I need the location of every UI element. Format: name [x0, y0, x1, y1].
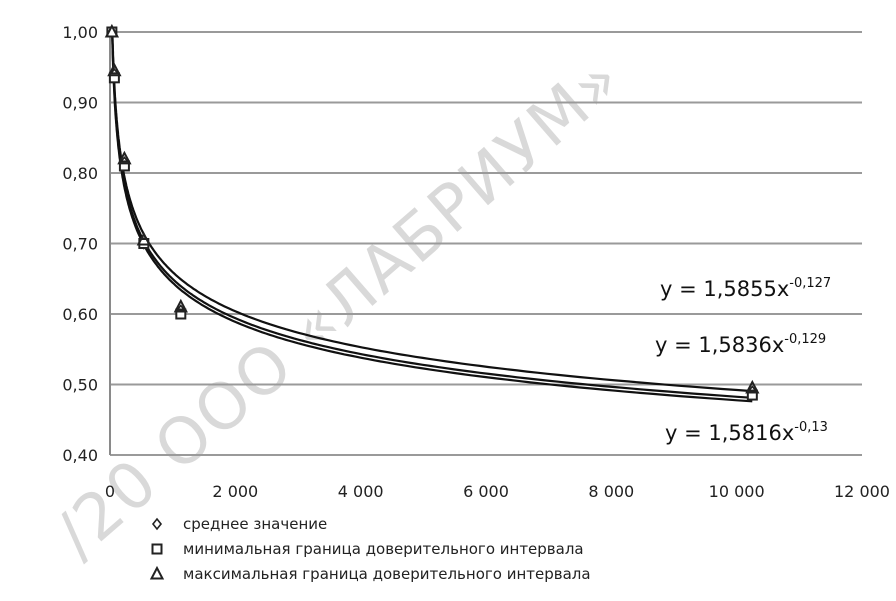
data-point: [107, 62, 122, 77]
legend-marker: [149, 565, 165, 580]
data-point: [118, 160, 130, 172]
legend: среднее значение минимальная граница дове…: [149, 515, 591, 583]
grid: [110, 31, 862, 456]
y-tick-label: 0,40: [62, 446, 98, 465]
trendline-equation: y = 1,5836x-0,129: [655, 332, 826, 357]
x-tick-label: 4 000: [338, 482, 384, 501]
trendline-equation: y = 1,5816x-0,13: [665, 420, 828, 445]
x-tick-label: 0: [105, 482, 115, 501]
data-point: [175, 308, 187, 320]
x-tick-label: 8 000: [588, 482, 634, 501]
data-point: [136, 231, 151, 246]
data-point: [746, 389, 758, 401]
data-point: [745, 379, 760, 394]
axes: 0,40 0,50 0,60 0,70 0,80 0,90 1,00 0 2 000 4 000 6…: [62, 23, 890, 501]
x-tick-label: 2 000: [212, 482, 258, 501]
data-points: [104, 23, 760, 401]
trendline-equation: y = 1,5855x-0,127: [660, 276, 831, 301]
legend-label: максимальная граница доверительного инте…: [183, 565, 591, 583]
y-tick-label: 0,80: [62, 164, 98, 183]
data-point: [173, 298, 188, 313]
y-tick-label: 0,90: [62, 94, 98, 113]
y-tick-label: 0,60: [62, 305, 98, 324]
equation-labels: y = 1,5855x-0,127 y = 1,5836x-0,129 y = 1,…: [655, 276, 831, 445]
legend-label: среднее значение: [183, 515, 327, 533]
legend-marker: [151, 543, 163, 555]
x-tick-label: 12 000: [834, 482, 890, 501]
y-tick-label: 1,00: [62, 23, 98, 42]
data-point: [108, 72, 120, 84]
data-point: [104, 23, 120, 38]
x-tick-label: 10 000: [709, 482, 765, 501]
y-tick-label: 0,50: [62, 376, 98, 395]
x-tick-label: 6 000: [463, 482, 509, 501]
legend-marker: [151, 517, 163, 531]
y-tick-label: 0,70: [62, 235, 98, 254]
legend-label: минимальная граница доверительного интер…: [183, 540, 584, 558]
data-point: [117, 150, 132, 165]
